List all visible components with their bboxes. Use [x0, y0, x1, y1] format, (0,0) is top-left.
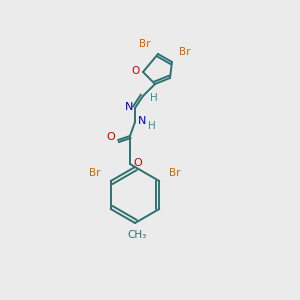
Text: Br: Br — [139, 39, 151, 49]
Text: N: N — [125, 102, 133, 112]
Text: H: H — [150, 93, 158, 103]
Text: Br: Br — [169, 168, 181, 178]
Text: N: N — [138, 116, 146, 126]
Text: H: H — [148, 121, 156, 131]
Text: O: O — [106, 132, 116, 142]
Text: O: O — [134, 158, 142, 168]
Text: Br: Br — [179, 47, 191, 57]
Text: CH₃: CH₃ — [128, 230, 147, 240]
Text: Br: Br — [89, 168, 100, 178]
Text: O: O — [131, 66, 139, 76]
